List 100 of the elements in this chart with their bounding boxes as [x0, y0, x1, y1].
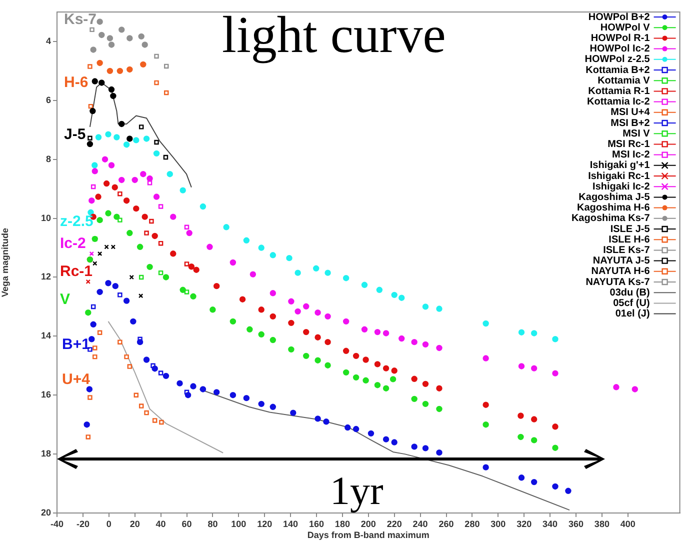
point: [176, 380, 183, 386]
point: [95, 134, 102, 140]
point: [162, 372, 170, 380]
point: [112, 184, 118, 190]
point: [246, 326, 253, 332]
y-tick-label: 4: [46, 36, 51, 46]
point: [136, 244, 144, 250]
point: [258, 306, 264, 313]
point: [98, 32, 105, 38]
point: [290, 410, 296, 416]
point: [422, 380, 429, 388]
legend-label: HOWPol R-1: [590, 32, 650, 44]
point: [143, 136, 150, 142]
point: [116, 68, 124, 74]
point: [288, 320, 294, 326]
point: [86, 386, 93, 392]
point: [136, 338, 144, 346]
point: [92, 346, 98, 350]
annotation: Ic-2: [60, 235, 86, 252]
point: [124, 354, 129, 360]
point: [422, 341, 429, 348]
point: [518, 363, 525, 370]
point: [92, 78, 98, 84]
point: [110, 92, 116, 100]
point: [144, 410, 149, 416]
point: [314, 416, 321, 422]
point: [436, 449, 442, 456]
x-tick-label: 240: [412, 518, 428, 529]
point: [110, 244, 116, 250]
point: [163, 154, 168, 160]
point: [200, 386, 206, 392]
point: [126, 230, 133, 236]
point: [138, 124, 144, 130]
point: [140, 61, 146, 68]
y-tick-label: 16: [40, 390, 51, 400]
point: [391, 292, 398, 298]
y-tick-label: 12: [40, 272, 51, 282]
point: [102, 156, 108, 162]
point: [362, 377, 369, 384]
point: [382, 330, 390, 336]
point: [103, 180, 110, 187]
point: [230, 392, 236, 398]
point: [411, 338, 418, 346]
legend-label: HOWPol B+2: [588, 12, 650, 23]
legend-label: Kagoshima J-5: [578, 192, 650, 203]
point: [482, 464, 489, 470]
point: [184, 290, 190, 294]
point: [482, 402, 489, 408]
point: [552, 370, 558, 376]
point: [313, 265, 320, 272]
point: [552, 424, 558, 430]
point: [324, 362, 331, 368]
point: [108, 86, 115, 93]
x-tick-label: -20: [76, 518, 90, 529]
point: [142, 42, 148, 48]
legend-label: ISLE J-5: [610, 224, 650, 235]
point: [482, 421, 489, 428]
point: [391, 439, 398, 446]
point: [213, 282, 220, 290]
annotation: H-6: [64, 74, 88, 92]
legend-label: MSI Ic-2: [612, 150, 650, 161]
annotation: Rc-1: [60, 263, 93, 280]
point: [123, 298, 130, 304]
point: [303, 303, 310, 310]
point: [436, 306, 442, 312]
x-tick-label: 180: [334, 518, 350, 529]
point: [324, 270, 331, 276]
point: [96, 216, 103, 224]
point: [258, 244, 264, 251]
annotation: V: [60, 291, 70, 308]
point: [288, 346, 294, 353]
point: [138, 274, 144, 280]
point: [258, 400, 264, 408]
x-tick-label: 280: [464, 518, 480, 529]
point: [158, 270, 164, 276]
y-tick-label: 8: [46, 154, 51, 164]
point: [118, 218, 122, 222]
point: [210, 306, 216, 313]
point: [518, 474, 525, 481]
x-tick-label: 80: [208, 518, 218, 529]
x-tick-label: 100: [231, 518, 246, 529]
x-tick-label: 220: [386, 518, 402, 529]
point: [108, 162, 115, 168]
x-tick-label: 20: [130, 518, 140, 529]
point: [230, 259, 236, 266]
point: [88, 395, 92, 400]
x-tick-label: -40: [50, 518, 64, 529]
legend-label: MSI V: [622, 128, 650, 140]
point: [632, 386, 638, 392]
point: [106, 35, 114, 42]
legend-label: Kottamia Ic-2: [587, 96, 650, 108]
point: [270, 404, 276, 410]
legend-label: MSI U+4: [610, 107, 650, 118]
point: [190, 383, 196, 390]
point: [158, 204, 164, 209]
point: [105, 131, 112, 138]
point: [146, 175, 153, 182]
point: [193, 266, 200, 273]
point: [84, 421, 90, 428]
point: [243, 394, 250, 402]
